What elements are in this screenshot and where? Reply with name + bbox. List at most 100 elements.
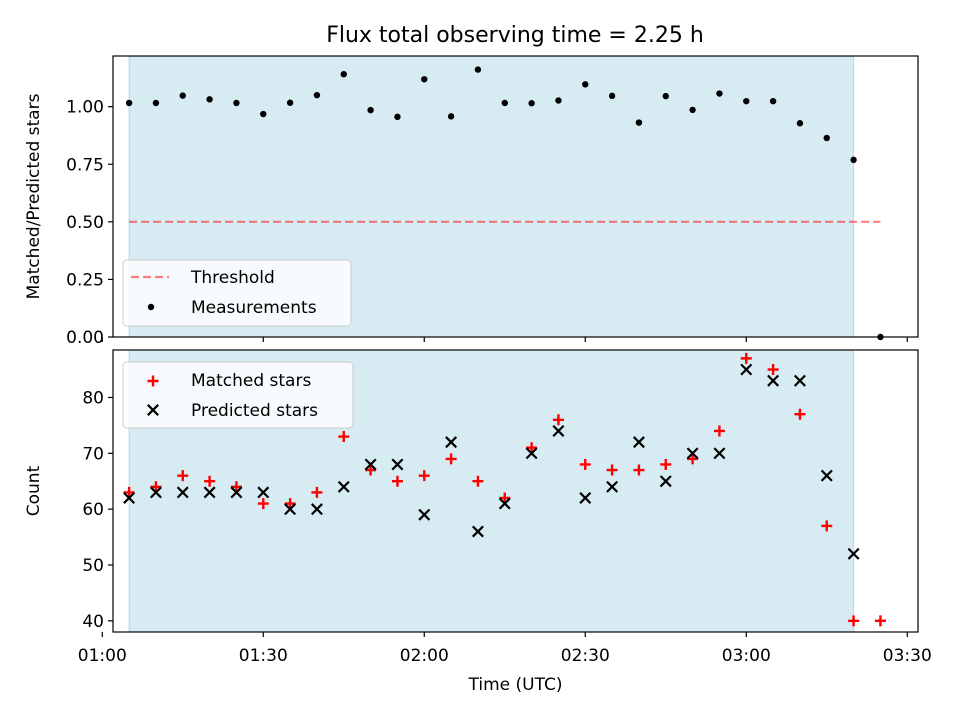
measurement-point [662,92,669,100]
matched-star-point [418,470,430,482]
predicted-star-point [713,447,726,460]
measurement-point [179,92,186,99]
predicted-star-point [391,458,404,471]
measurement-point [796,120,804,127]
matched-star-point [284,498,296,510]
measurement-point [206,96,213,103]
axes-frame [112,55,919,338]
predicted-star-point [284,503,297,516]
matched-star-point [579,458,591,470]
measurement-point [689,106,696,114]
predicted-star-point [579,492,592,504]
measurement-point [286,99,294,106]
bottom-panel: 40 50 60 70 80 01:00 01:30 02:00 02:30 03:00 03:30… [24,349,932,695]
matched-star-point [338,431,350,443]
matched-star-point [767,364,779,376]
predicted-star-point [632,436,645,449]
predicted-star-point [847,547,860,560]
y-tick-label: 0.50 [66,213,104,233]
matched-star-point [740,352,752,364]
measurement-point [555,97,562,104]
y-tick-label: 50 [82,556,104,576]
matched-star-point [472,475,484,487]
predicted-star-point [820,469,833,482]
matched-star-point [848,615,860,627]
matched-star-point [257,498,269,510]
predicted-star-point [740,363,753,376]
predicted-star-point [686,447,699,460]
matched-star-point [391,475,403,487]
legend: Matched stars Predicted stars [122,361,354,429]
matched-star-point [660,458,672,470]
measurement-point [716,90,723,97]
measurement-point [635,119,643,126]
matched-star-point [821,520,833,532]
y-tick-label: 1.00 [66,98,104,118]
y-tick-label: 40 [82,612,104,632]
predicted-star-point [418,508,431,521]
measurement-point [823,134,830,142]
predicted-star-point [498,497,511,510]
x-tick-label: 03:00 [722,646,771,666]
y-tick-label: 0.00 [66,328,104,348]
measurement-point [608,92,616,100]
legend-threshold-label: Threshold [190,268,275,288]
predicted-star-point [445,436,458,449]
y-axis-label: Matched/Predicted stars [24,93,44,299]
measurement-point [340,70,347,78]
matched-star-point [794,408,806,420]
y-tick-label: 0.75 [66,155,104,175]
x-tick-label: 02:00 [400,646,449,666]
y-tick-label: 70 [82,444,104,464]
measurement-point [528,100,535,107]
x-tick-label: 01:00 [78,646,127,666]
legend-predicted-label: Predicted stars [191,401,318,421]
x-axis-label: Time (UTC) [468,675,563,695]
matched-star-point [445,453,457,465]
matched-star-point [499,492,511,504]
y-tick-label: 0.25 [66,270,104,290]
top-panel: 0.00 0.25 0.50 0.75 1.00 Matched/Predicted st… [24,55,919,348]
matched-star-point [874,615,886,627]
measurement-point [474,66,482,73]
matched-star-point [526,442,538,454]
predicted-star-point [364,458,377,471]
legend-measurements-label: Measurements [191,298,317,318]
legend-box [122,361,354,429]
legend-matched-swatch [147,375,159,387]
legend-matched-label: Matched stars [191,371,311,391]
x-tick-label: 03:30 [883,646,932,666]
measurement-point [367,106,374,114]
y-axis-label: Count [24,465,44,516]
predicted-star-point [337,480,350,493]
measurement-point [233,99,240,107]
matched-star-point [230,481,242,493]
measurement-point [421,76,428,83]
measurement-point [850,156,857,164]
predicted-star-point [203,486,216,499]
predicted-star-point [767,374,780,387]
predicted-star-point [176,486,189,499]
x-tick-label: 02:30 [561,646,610,666]
x-tick-label: 01:30 [239,646,288,666]
predicted-star-point [149,486,162,499]
matched-star-point [311,486,323,498]
measurement-point [125,99,133,107]
y-tick-label: 60 [82,500,104,520]
matched-star-point [177,470,189,482]
predicted-star-point [793,374,806,387]
predicted-star-point [257,486,270,499]
predicted-star-point [230,486,243,499]
matched-star-point [552,414,564,426]
predicted-star-point [123,492,136,504]
matched-star-point [713,425,725,437]
measurement-point [582,81,589,88]
predicted-star-point [606,480,619,493]
y-tick-label: 80 [82,388,104,408]
matched-star-point [204,475,216,487]
measurement-point [313,91,321,99]
measurement-point [769,97,777,105]
predicted-star-point [471,525,484,538]
matched-star-point [150,481,162,493]
